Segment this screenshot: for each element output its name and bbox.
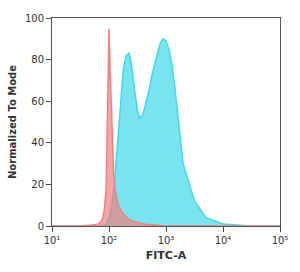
svg-text:10⁴: 10⁴ bbox=[215, 235, 232, 246]
svg-text:0: 0 bbox=[38, 221, 44, 232]
svg-text:10³: 10³ bbox=[158, 235, 175, 246]
svg-text:100: 100 bbox=[25, 13, 44, 24]
svg-text:10¹: 10¹ bbox=[44, 235, 61, 246]
svg-text:Normalized To Mode: Normalized To Mode bbox=[7, 65, 18, 179]
svg-text:40: 40 bbox=[31, 137, 44, 148]
svg-text:FITC-A: FITC-A bbox=[146, 249, 187, 262]
svg-text:10²: 10² bbox=[101, 235, 118, 246]
svg-text:20: 20 bbox=[31, 179, 44, 190]
svg-text:60: 60 bbox=[31, 96, 44, 107]
svg-text:10⁵: 10⁵ bbox=[272, 235, 289, 246]
svg-text:80: 80 bbox=[31, 54, 44, 65]
